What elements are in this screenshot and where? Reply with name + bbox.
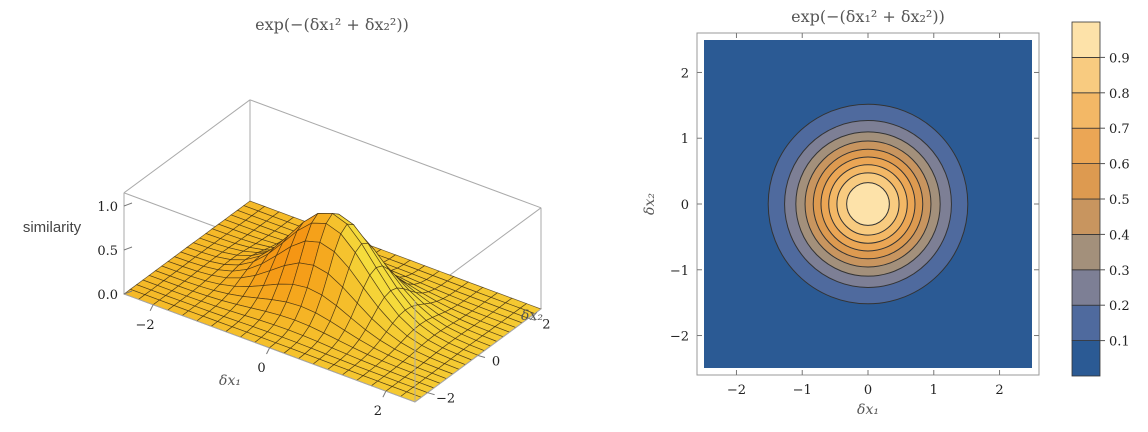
color-legend: 0.1 0.2 0.3 0.4 0.5 0.6 0.7 0.8 0.9 [1071,21,1130,377]
contour-axis-ticks: −2 −1 0 1 2 −2 −1 0 1 2 [670,33,1039,398]
z-tick-mark [123,246,133,251]
contour-plot: −2 −1 0 1 2 −2 −1 0 1 2 exp(−(δx₁² + δx₂²)) δx₁ δ… [642,7,1040,418]
y-tick-label: −2 [670,330,689,345]
contour-level-0.9 [846,182,890,226]
z-tick-mark [123,202,133,207]
legend-swatch [1071,233,1101,271]
x-tick-label: 0 [864,383,872,398]
legend-swatch [1071,304,1101,342]
y-tick-mark [528,317,536,321]
x-tick-label: 2 [995,383,1003,398]
y-tick-label: 2 [681,66,689,81]
z-tick-label: 0.5 [97,244,118,259]
x-tick-label: −1 [793,383,812,398]
contour-y-axis-label: δx₂ [642,193,658,215]
legend-tick-label: 0.5 [1109,193,1130,208]
surface-y-axis-label: δx₂ [521,308,543,324]
surface-axis-ticks: 0.0 0.5 1.0 −2 0 2 −2 0 2 [97,200,550,419]
surface-mesh [123,200,542,403]
y-tick-label: 2 [542,317,550,332]
y-tick-label: 0 [681,198,689,213]
x-tick-label: 0 [257,361,265,376]
y-tick-label: −2 [436,392,455,407]
surface-plot: 0.0 0.5 1.0 −2 0 2 −2 0 2 exp(−(δx₁² + δx₂²)) si… [23,15,551,419]
x-tick-label: −2 [727,383,746,398]
legend-tick-label: 0.6 [1109,158,1130,173]
surface-x-axis-label: δx₁ [219,373,241,389]
legend-tick-label: 0.4 [1109,228,1130,243]
legend-tick-label: 0.2 [1109,299,1130,314]
bounding-box-edge [249,99,542,209]
y-tick-mark [477,355,486,358]
contour-x-axis-label: δx₁ [857,402,879,418]
z-tick-mark [123,290,133,295]
legend-swatch [1071,163,1101,200]
z-tick-label: 0.0 [97,288,118,303]
x-tick-label: 1 [930,383,938,398]
legend-swatch [1071,198,1101,235]
legend-swatch [1071,57,1101,94]
contour-title: exp(−(δx₁² + δx₂²)) [791,7,945,26]
x-tick-mark [149,304,154,312]
bounding-box-edge [123,99,251,194]
contour-bands [767,103,969,305]
legend-tick-label: 0.7 [1109,122,1130,137]
z-tick-label: 1.0 [97,200,118,215]
x-tick-mark [266,347,270,355]
legend-tick-label: 0.9 [1109,51,1130,66]
x-tick-label: 2 [374,404,382,419]
surface-title: exp(−(δx₁² + δx₂²)) [255,15,409,34]
y-tick-label: 0 [492,355,500,370]
legend-tick-label: 0.3 [1109,264,1130,279]
x-tick-label: −2 [136,318,155,333]
surface-z-axis-label: similarity [23,219,82,236]
legend-tick-label: 0.1 [1109,335,1130,350]
x-tick-mark [382,390,387,398]
legend-swatch [1071,127,1101,164]
legend-swatch [1071,92,1101,129]
y-tick-label: 1 [681,132,689,147]
legend-swatch [1071,269,1101,306]
legend-swatch [1071,21,1101,58]
y-tick-label: −1 [670,264,689,279]
y-tick-mark [427,392,435,396]
legend-swatch [1071,340,1101,377]
legend-tick-label: 0.8 [1109,87,1130,102]
